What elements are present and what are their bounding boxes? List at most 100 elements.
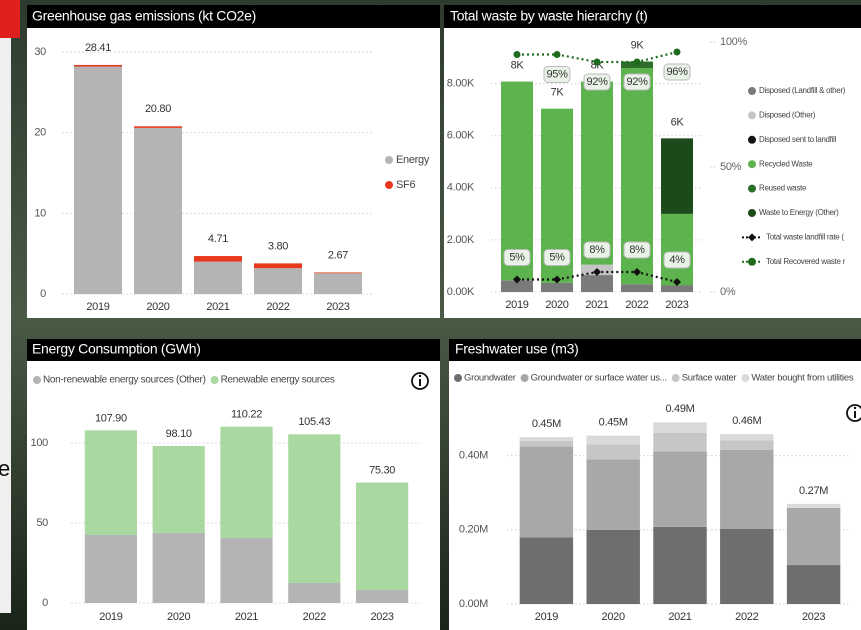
bar-segment — [356, 590, 408, 603]
x-tick-label: 2020 — [146, 301, 169, 313]
total-label: 0.49M — [665, 403, 694, 415]
bar-segment — [720, 450, 773, 529]
bar-segment — [720, 440, 773, 449]
legend-label: Water bought from utilities — [751, 373, 853, 384]
y-tick-label: 0.40M — [459, 450, 488, 462]
line-marker — [594, 59, 601, 66]
bar-segment — [787, 504, 840, 508]
bar-segment — [288, 434, 340, 583]
side-strip — [0, 38, 11, 613]
y2-tick-label: 0% — [720, 286, 736, 298]
bar-segment — [356, 483, 408, 591]
legend-label: SF6 — [396, 179, 415, 191]
legend-label: Recycled Waste — [759, 159, 813, 168]
bar-segment — [787, 565, 840, 604]
x-tick-label: 2019 — [86, 301, 109, 313]
y-tick-label: 0.00K — [447, 286, 475, 298]
bar-segment — [586, 459, 639, 529]
legend-label: Disposed sent to landfill — [759, 135, 837, 144]
total-label: 107.90 — [95, 412, 127, 424]
line-value-label: 95% — [546, 68, 568, 80]
legend-label: Reused waste — [759, 184, 807, 193]
bar-segment — [661, 285, 693, 292]
legend-marker — [748, 111, 756, 119]
x-tick-label: 2020 — [545, 299, 568, 311]
bar-segment — [586, 436, 639, 445]
bar-segment — [85, 535, 137, 603]
total-label: 2.67 — [328, 249, 348, 261]
legend-marker — [385, 156, 393, 164]
bar-segment — [85, 430, 137, 535]
line-value-label: 4% — [669, 254, 685, 266]
legend-marker — [748, 258, 756, 266]
y-tick-label: 0 — [40, 288, 46, 300]
total-label: 3.80 — [268, 240, 288, 252]
y-tick-label: 4.00K — [447, 182, 475, 194]
y-tick-label: 0 — [42, 597, 48, 609]
bar-segment — [74, 65, 122, 67]
legend-label: Groundwater or surface water us... — [531, 373, 667, 384]
corner-badge — [0, 0, 20, 38]
bar-segment — [153, 446, 205, 533]
x-tick-label: 2019 — [99, 611, 122, 623]
bar-segment — [653, 527, 706, 604]
bar-segment — [254, 263, 302, 268]
x-tick-label: 2020 — [602, 611, 625, 623]
legend-label: Energy — [396, 154, 430, 166]
line-marker — [514, 51, 521, 58]
bar-segment — [134, 128, 182, 294]
x-tick-label: 2019 — [535, 611, 558, 623]
legend-marker — [741, 374, 749, 382]
panel-title: Energy Consumption (GWh) — [32, 341, 201, 357]
bar-segment — [288, 583, 340, 603]
line-value-label: 8% — [589, 244, 605, 256]
total-label: 8K — [511, 59, 525, 71]
x-tick-label: 2023 — [665, 299, 688, 311]
y-tick-label: 8.00K — [447, 78, 475, 90]
total-label: 6K — [671, 116, 685, 128]
bar-segment — [653, 452, 706, 527]
legend-marker — [521, 374, 529, 382]
total-label: 0.45M — [599, 417, 628, 429]
bar-segment — [661, 138, 693, 214]
legend-label: Disposed (Other) — [759, 111, 816, 120]
bar-segment — [194, 256, 242, 262]
y-tick-label: 30 — [34, 46, 46, 58]
legend-label: Renewable energy sources — [221, 375, 335, 386]
total-label: 0.27M — [799, 485, 828, 497]
line-value-label: 5% — [549, 251, 565, 263]
legend-label: Surface water — [682, 373, 737, 384]
total-label: 75.30 — [369, 464, 395, 476]
x-tick-label: 2019 — [505, 299, 528, 311]
line-marker — [674, 49, 681, 56]
y-tick-label: 50 — [36, 517, 48, 529]
x-tick-label: 2022 — [266, 301, 289, 313]
x-tick-label: 2023 — [326, 301, 349, 313]
x-tick-label: 2021 — [235, 611, 258, 623]
legend-label: Total waste landfill rate ( — [766, 233, 844, 242]
line-value-label: 5% — [509, 251, 525, 263]
panel-title: Total waste by waste hierarchy (t) — [450, 8, 648, 24]
bar-segment — [314, 273, 362, 294]
legend-marker — [748, 209, 756, 217]
x-tick-label: 2023 — [802, 611, 825, 623]
total-label: 110.22 — [231, 409, 262, 421]
total-label: 98.10 — [166, 428, 192, 440]
legend-marker — [211, 376, 219, 384]
side-text: e — [0, 456, 10, 481]
y-tick-label: 0.00M — [459, 598, 488, 610]
line-value-label: 8% — [629, 244, 645, 256]
legend-marker — [748, 136, 756, 144]
bar-segment — [194, 262, 242, 294]
bar-segment — [653, 422, 706, 433]
y2-tick-label: 50% — [720, 161, 742, 173]
x-tick-label: 2022 — [303, 611, 326, 623]
page: e Greenhouse gas emissions (kt CO2e) Tot… — [0, 0, 861, 630]
legend-marker — [33, 376, 41, 384]
total-label: 0.45M — [532, 418, 561, 430]
bar-segment — [220, 538, 272, 603]
bar-segment — [541, 283, 573, 292]
legend-marker — [748, 185, 756, 193]
legend-marker — [748, 160, 756, 168]
bar-segment — [621, 284, 653, 292]
